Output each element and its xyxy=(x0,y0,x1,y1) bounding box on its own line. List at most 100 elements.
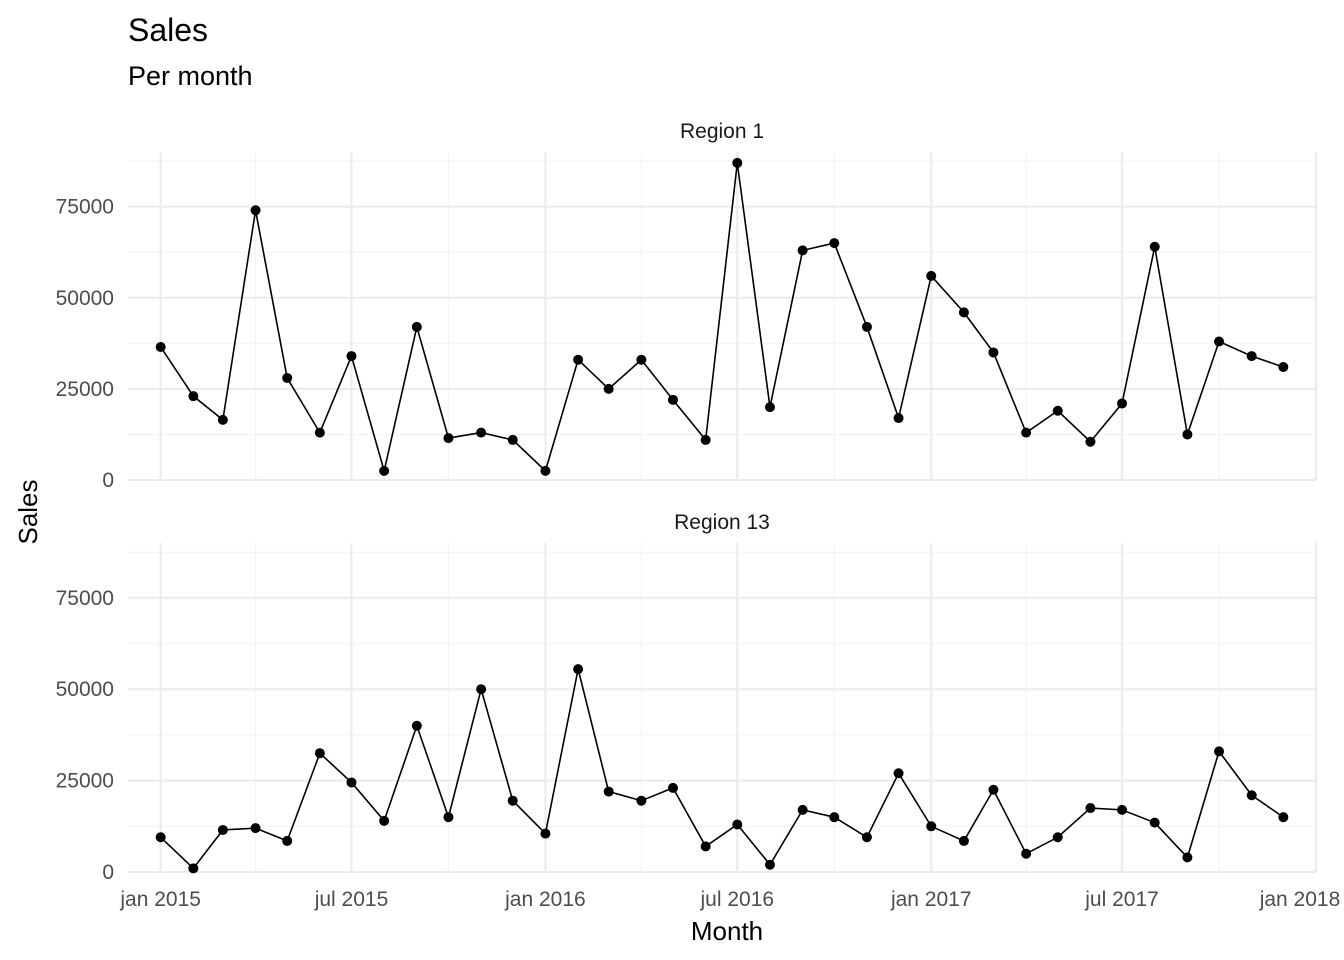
data-point xyxy=(926,270,937,281)
data-point xyxy=(1052,832,1063,843)
data-point xyxy=(797,804,808,815)
data-point xyxy=(926,821,937,832)
x-tick-label: jul 2015 xyxy=(314,888,389,911)
data-point xyxy=(958,835,969,846)
data-point xyxy=(861,832,872,843)
data-point xyxy=(411,321,422,332)
data-point xyxy=(1117,398,1128,409)
x-tick-label: jan 2018 xyxy=(1259,888,1341,911)
data-point xyxy=(250,205,261,216)
data-point xyxy=(379,465,390,476)
data-point xyxy=(379,815,390,826)
data-point xyxy=(636,354,647,365)
data-point xyxy=(700,841,711,852)
data-point xyxy=(1246,351,1257,362)
data-point xyxy=(217,824,228,835)
data-point xyxy=(1021,848,1032,859)
data-point xyxy=(1278,812,1289,823)
data-point xyxy=(155,832,166,843)
data-point xyxy=(282,372,293,383)
data-point xyxy=(573,664,584,675)
data-point xyxy=(1149,817,1160,828)
y-tick-label: 50000 xyxy=(56,678,114,701)
data-point xyxy=(700,434,711,445)
data-point xyxy=(988,347,999,358)
data-point xyxy=(573,354,584,365)
data-point xyxy=(1085,803,1096,814)
x-tick-label: jul 2016 xyxy=(700,888,775,911)
data-point xyxy=(346,351,357,362)
data-point xyxy=(507,434,518,445)
data-point xyxy=(540,828,551,839)
data-point xyxy=(1246,790,1257,801)
y-tick-label: 50000 xyxy=(56,287,114,310)
data-point xyxy=(314,427,325,438)
y-tick-label: 25000 xyxy=(56,378,114,401)
y-tick-label: 25000 xyxy=(56,770,114,793)
x-tick-label: jul 2017 xyxy=(1084,888,1159,911)
x-axis-ticks: jan 2015 jul 2015 jan 2016 jul 2016 jan 2017… xyxy=(119,888,1340,911)
data-point xyxy=(188,391,199,402)
y-tick-label: 75000 xyxy=(56,196,114,219)
data-point xyxy=(411,720,422,731)
data-point xyxy=(1021,427,1032,438)
x-axis-title: Month xyxy=(691,916,763,946)
panel-1: Region 1 0 25000 50000 75000 xyxy=(56,120,1317,492)
data-point xyxy=(346,777,357,788)
data-point xyxy=(764,859,775,870)
data-point xyxy=(797,245,808,256)
data-point xyxy=(861,321,872,332)
data-point xyxy=(476,427,487,438)
data-point xyxy=(893,413,904,424)
data-point xyxy=(603,383,614,394)
data-point xyxy=(893,768,904,779)
data-point xyxy=(732,157,743,168)
data-point xyxy=(636,795,647,806)
y-axis-title: Sales xyxy=(13,479,43,544)
data-point xyxy=(443,433,454,444)
data-point xyxy=(988,784,999,795)
data-point xyxy=(958,307,969,318)
data-point xyxy=(829,238,840,249)
data-point xyxy=(1085,436,1096,447)
data-point xyxy=(1214,746,1225,757)
data-point xyxy=(1214,336,1225,347)
data-point xyxy=(507,795,518,806)
chart-subtitle: Per month xyxy=(128,61,253,91)
data-point xyxy=(829,812,840,823)
data-point xyxy=(1278,362,1289,373)
chart-title: Sales xyxy=(128,12,208,48)
y-tick-label: 75000 xyxy=(56,587,114,610)
series-line xyxy=(160,668,1284,870)
data-point xyxy=(155,341,166,352)
data-point xyxy=(1182,852,1193,863)
data-point xyxy=(540,465,551,476)
data-point xyxy=(314,748,325,759)
data-point xyxy=(476,684,487,695)
data-point xyxy=(1052,405,1063,416)
y-tick-label: 0 xyxy=(102,861,114,884)
data-point xyxy=(250,823,261,834)
data-point xyxy=(764,402,775,413)
y-tick-label: 0 xyxy=(102,469,114,492)
panel-strip-label: Region 13 xyxy=(674,511,770,534)
x-tick-label: jan 2016 xyxy=(504,888,586,911)
series-line xyxy=(160,162,1284,473)
data-point xyxy=(667,394,678,405)
data-point xyxy=(282,835,293,846)
data-point xyxy=(667,782,678,793)
data-point xyxy=(1182,429,1193,440)
x-tick-label: jan 2015 xyxy=(119,888,201,911)
x-tick-label: jan 2017 xyxy=(890,888,972,911)
panel-strip-label: Region 1 xyxy=(680,120,764,143)
panel-2: Region 13 0 25000 50000 75000 xyxy=(56,511,1317,884)
data-point xyxy=(1149,241,1160,252)
data-point xyxy=(1117,804,1128,815)
data-point xyxy=(188,863,199,874)
data-point xyxy=(217,414,228,425)
panels-group: Region 1 0 25000 50000 75000 Region 13 0 25000 5… xyxy=(56,120,1341,911)
data-point xyxy=(603,786,614,797)
data-point xyxy=(443,812,454,823)
